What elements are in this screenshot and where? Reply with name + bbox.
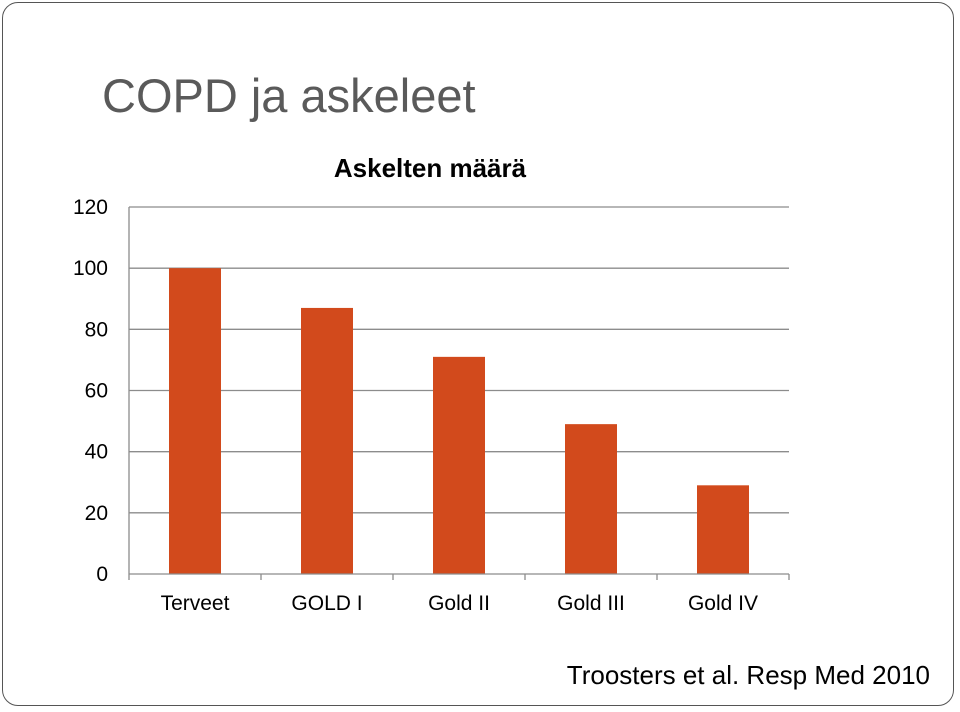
y-tick-label: 80 xyxy=(85,318,108,341)
bar xyxy=(697,485,749,574)
y-tick-label: 120 xyxy=(73,196,108,219)
slide-title: COPD ja askeleet xyxy=(102,69,476,122)
bar xyxy=(433,356,485,574)
citation: Troosters et al. Resp Med 2010 xyxy=(566,660,930,690)
bars xyxy=(169,268,749,574)
y-tick-label: 100 xyxy=(73,257,108,280)
x-tick-label: GOLD I xyxy=(291,592,362,615)
bar xyxy=(169,268,221,574)
y-tick-label: 60 xyxy=(85,380,108,403)
x-tick-label: Gold II xyxy=(428,592,490,615)
x-tick-label: Gold IV xyxy=(688,592,758,615)
y-tick-label: 40 xyxy=(85,441,108,464)
y-tick-labels: 0 20 40 60 80 100 120 xyxy=(73,196,108,586)
x-tick-label: Gold III xyxy=(557,592,625,615)
chart-title: Askelten määrä xyxy=(334,153,527,183)
y-tick-label: 0 xyxy=(96,563,108,586)
bar xyxy=(565,424,617,574)
axes xyxy=(128,207,790,580)
y-tick-label: 20 xyxy=(85,502,108,525)
x-tick-label: Terveet xyxy=(161,592,230,615)
bar xyxy=(301,307,353,574)
x-tick-labels: Terveet GOLD I Gold II Gold III Gold IV xyxy=(161,592,758,615)
